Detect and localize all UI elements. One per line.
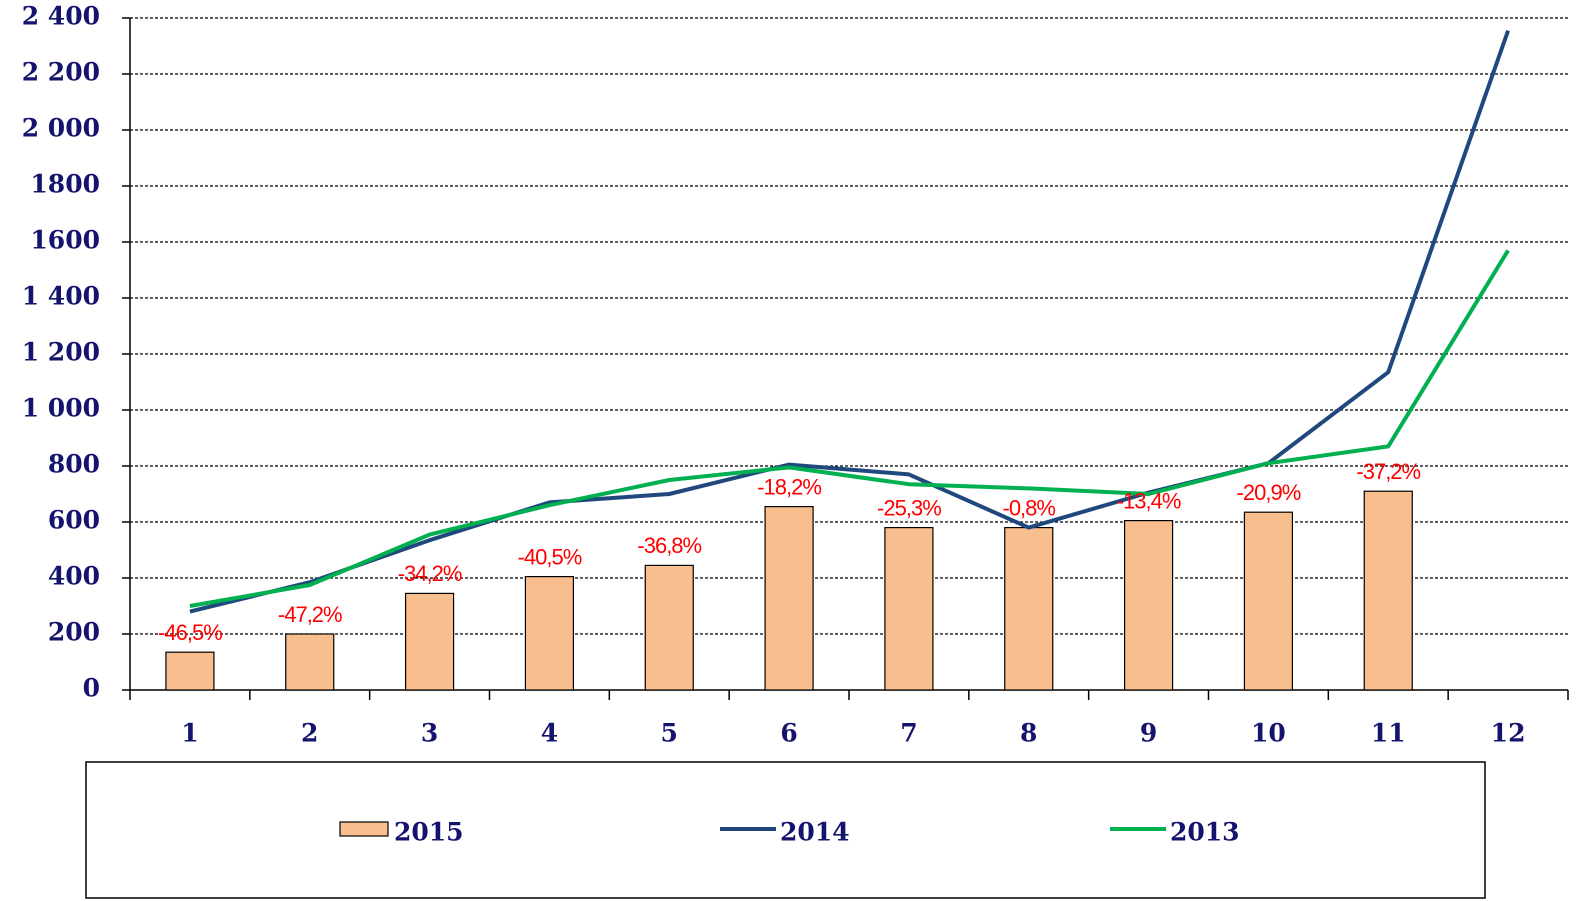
bar [404,592,455,691]
y-tick-label: 2 200 [22,58,100,87]
x-tick-label: 5 [661,719,678,748]
bar [644,564,694,691]
data-annotation: -36,8% [637,533,701,558]
legend-label: 2015 [394,818,464,847]
y-tick-label: 1 400 [22,282,100,311]
x-tick-label: 6 [780,719,797,748]
line [189,29,1510,614]
y-tick-label: 200 [48,618,100,647]
x-tick-label: 4 [541,719,558,748]
data-annotation: -37,2% [1356,459,1420,484]
data-annotation: -0,8% [1003,495,1056,520]
bar [1243,511,1294,691]
legend-swatch [339,821,389,837]
y-tick-label: 600 [48,506,100,535]
bar [884,526,934,691]
bar [1123,519,1174,691]
bar [764,506,814,691]
y-tick-label: 1800 [30,170,100,199]
bar [524,575,575,691]
y-tick-label: 400 [48,562,100,591]
legend-label: 2013 [1170,818,1240,847]
data-annotation: -18,2% [757,474,821,499]
data-annotation: -13,4% [1117,488,1181,513]
y-tick-label: 1 200 [22,338,100,367]
x-tick-label: 1 [181,719,198,748]
line [189,249,1510,608]
data-annotation: -20,9% [1237,480,1301,505]
y-tick-label: 2 000 [22,114,100,143]
x-tick-label: 8 [1020,719,1037,748]
x-tick-label: 10 [1251,719,1286,748]
y-tick-label: 800 [48,450,100,479]
bar [1004,526,1054,691]
data-annotation: -34,2% [398,561,462,586]
bar [1363,490,1413,691]
data-annotation: -40,5% [518,544,582,569]
x-tick-label: 11 [1371,719,1406,748]
y-tick-label: 0 [83,674,100,703]
bar [165,651,215,691]
y-tick-label: 2 400 [22,2,100,31]
x-tick-label: 9 [1140,719,1157,748]
legend-box [85,761,1486,899]
legend-label: 2014 [780,818,850,847]
data-annotation: -47,2% [278,602,342,627]
y-tick-label: 1600 [30,226,100,255]
y-tick-label: 1 000 [22,394,100,423]
x-tick-label: 7 [900,719,917,748]
x-tick-label: 2 [301,719,318,748]
bar [285,633,335,691]
x-tick-label: 12 [1491,719,1526,748]
x-tick-label: 3 [421,719,438,748]
data-annotation: -46,5% [158,620,222,645]
data-annotation: -25,3% [877,495,941,520]
